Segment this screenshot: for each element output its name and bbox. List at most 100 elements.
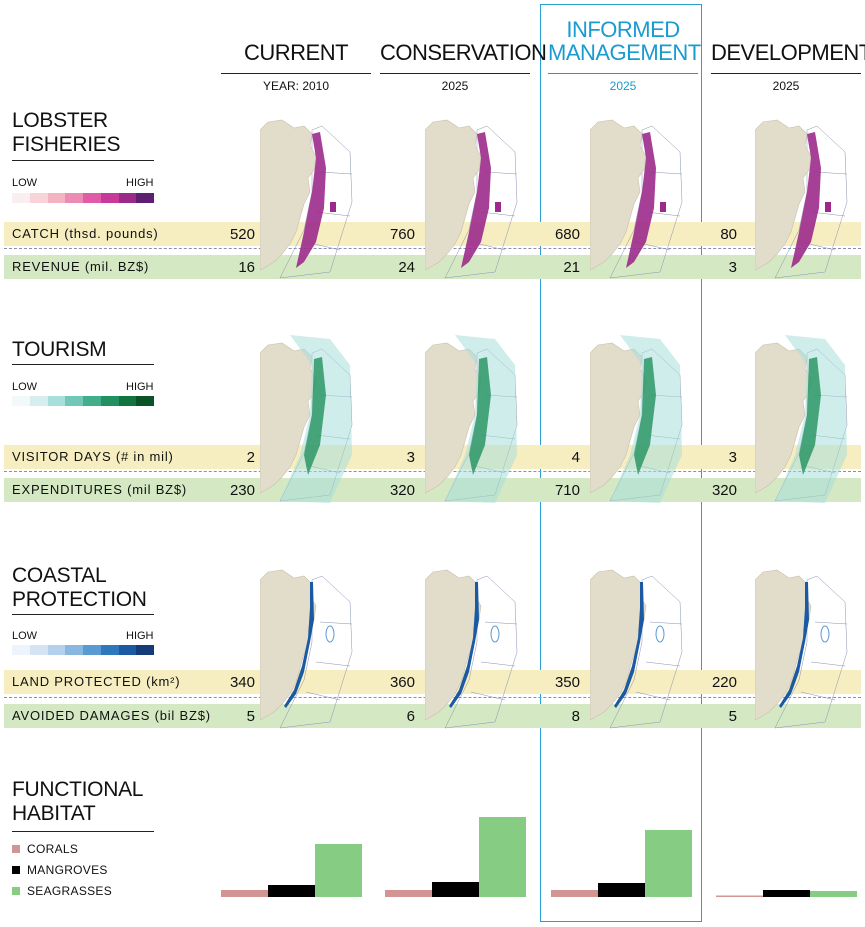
legend-swatch <box>83 193 101 203</box>
legend-swatch <box>136 193 154 203</box>
revenue-value: 3 <box>728 259 737 276</box>
tourism-map-informed <box>590 335 683 503</box>
legend-swatch <box>12 193 30 203</box>
legend-swatch <box>47 645 66 655</box>
bar-seagrasses-2 <box>645 830 692 897</box>
bar-corals-0 <box>221 890 268 897</box>
column-title-line1: INFORMED <box>566 17 680 42</box>
coastal-map-current <box>260 569 353 729</box>
catch-value: 80 <box>720 226 737 243</box>
bar-mangroves-2 <box>598 883 645 897</box>
mangroves-swatch <box>12 866 20 874</box>
column-title: MANAGEMENT <box>548 40 701 65</box>
lobster-map-development <box>755 119 848 279</box>
legend-swatch <box>100 396 119 406</box>
expenditures-value: 320 <box>389 482 415 499</box>
catch-value: 520 <box>229 226 255 243</box>
revenue-value: 16 <box>238 259 255 276</box>
land-shape <box>425 119 482 271</box>
bar-corals-3 <box>716 895 763 897</box>
catch-label: CATCH (thsd. pounds) <box>12 226 159 241</box>
lobster-map-informed <box>590 119 683 279</box>
legend-low-label: LOW <box>12 177 38 189</box>
bar-mangroves-3 <box>763 890 810 897</box>
land-shape <box>425 342 482 494</box>
column-rule <box>548 73 698 74</box>
visitor-days-value: 3 <box>728 449 737 466</box>
tourism-map-conservation <box>425 335 518 503</box>
legend-swatch <box>65 396 83 406</box>
legend-item-corals: CORALS <box>12 842 78 856</box>
land-shape <box>590 119 647 271</box>
bar-corals-1 <box>385 890 432 897</box>
legend-high-label: HIGH <box>126 177 154 189</box>
visitor-days-label: VISITOR DAYS (# in mil) <box>12 449 174 464</box>
expenditures-label: EXPENDITURES (mil BZ$) <box>12 482 188 497</box>
legend-swatch <box>118 193 137 203</box>
lobster-map-current <box>260 119 353 279</box>
legend-swatch <box>83 645 101 655</box>
column-title: CURRENT <box>243 40 349 65</box>
legend-swatch <box>118 396 137 406</box>
land-shape <box>260 342 317 494</box>
coastal-map-development <box>755 569 848 729</box>
corals-swatch <box>12 845 20 853</box>
column-title: DEVELOPMENT <box>711 40 865 65</box>
column-rule <box>380 73 530 74</box>
lobster-color-legend <box>12 193 154 203</box>
habitat-bar-chart <box>221 817 857 897</box>
column-year: 2025 <box>441 79 469 93</box>
legend-swatch <box>29 396 48 406</box>
bar-seagrasses-0 <box>315 844 362 897</box>
section-title-tourism: TOURISM <box>12 338 107 362</box>
section-title-lobster: LOBSTER FISHERIES <box>12 109 120 157</box>
title-line: COASTAL <box>12 564 107 587</box>
column-rule <box>711 73 861 74</box>
legend-swatch <box>47 193 66 203</box>
coastal-color-legend <box>12 645 154 655</box>
expenditures-value: 230 <box>229 482 255 499</box>
column-rule <box>221 73 371 74</box>
legend-swatch <box>118 645 137 655</box>
legend-low-label: LOW <box>12 630 38 642</box>
avoided-damages-value: 8 <box>571 708 580 725</box>
visitor-days-value: 2 <box>246 449 255 466</box>
bar-seagrasses-1 <box>479 817 526 897</box>
land-shape <box>590 342 647 494</box>
column-year: 2025 <box>772 79 800 93</box>
tourism-color-legend <box>12 396 154 406</box>
legend-high-label: HIGH <box>126 381 154 393</box>
title-line: PROTECTION <box>12 588 147 611</box>
legend-swatch <box>100 645 119 655</box>
title-line: TOURISM <box>12 338 107 361</box>
land-shape <box>755 342 812 494</box>
legend-swatch <box>12 645 30 655</box>
title-line: HABITAT <box>12 802 96 825</box>
tourism-map-current <box>260 335 353 503</box>
legend-item-mangroves: MANGROVES <box>12 863 108 877</box>
legend-label: CORALS <box>27 842 79 856</box>
title-line: LOBSTER <box>12 109 108 132</box>
column-year: YEAR: 2010 <box>262 79 330 93</box>
legend-swatch <box>65 193 83 203</box>
land-shape <box>755 119 812 271</box>
visitor-days-value: 3 <box>406 449 415 466</box>
column-title: CONSERVATION <box>380 40 547 65</box>
legend-label: SEAGRASSES <box>27 884 113 898</box>
lobster-map-conservation <box>425 119 518 279</box>
avoided-damages-label: AVOIDED DAMAGES (bil BZ$) <box>12 708 211 723</box>
legend-low-label: LOW <box>12 381 38 393</box>
legend-swatch <box>136 645 154 655</box>
avoided-damages-value: 5 <box>246 708 255 725</box>
legend-swatch <box>47 396 66 406</box>
catch-value: 760 <box>389 226 415 243</box>
bar-corals-2 <box>551 890 598 897</box>
visitor-days-value: 4 <box>571 449 580 466</box>
land-protected-value: 220 <box>711 674 737 691</box>
land-protected-value: 350 <box>554 674 580 691</box>
coastal-map-informed <box>590 569 683 729</box>
legend-swatch <box>12 396 30 406</box>
seagrasses-swatch <box>12 887 20 895</box>
section-rule <box>12 364 154 365</box>
bar-mangroves-1 <box>432 882 479 897</box>
